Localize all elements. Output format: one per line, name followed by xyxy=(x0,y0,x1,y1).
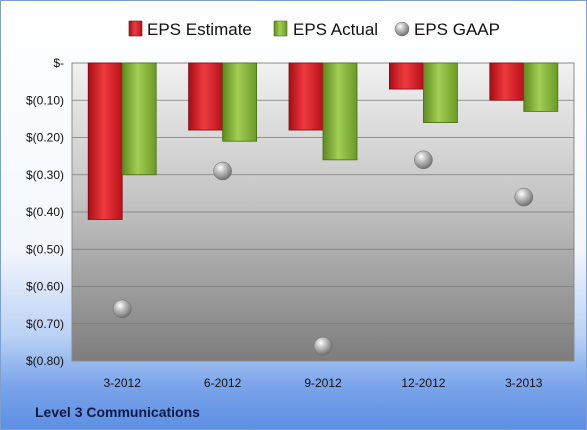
eps-gaap-point xyxy=(313,336,333,356)
eps-actual-bar xyxy=(422,62,458,123)
gaap-points xyxy=(112,150,534,356)
eps-actual-bar xyxy=(121,62,157,176)
legend-label: EPS Estimate xyxy=(147,20,252,39)
eps-actual-bar xyxy=(222,62,258,142)
x-tick-label: 6-2012 xyxy=(204,376,242,390)
eps-estimate-bar xyxy=(87,62,123,220)
y-tick-label: $(0.20) xyxy=(26,131,64,145)
eps-estimate-bar xyxy=(288,62,324,131)
eps-estimate-bar xyxy=(388,62,424,90)
y-tick-label: $- xyxy=(53,56,64,70)
x-tick-label: 12-2012 xyxy=(401,376,445,390)
eps-actual-bar xyxy=(322,62,358,161)
company-label: Level 3 Communications xyxy=(35,404,200,420)
eps-estimate-bar xyxy=(188,62,224,131)
eps-gaap-point xyxy=(213,161,232,181)
legend-swatch-eps-estimate xyxy=(128,20,143,37)
legend-label: EPS Actual xyxy=(293,20,378,39)
legend-swatch-eps-actual xyxy=(273,20,288,37)
eps-gaap-point xyxy=(514,187,534,207)
eps-estimate-bar xyxy=(489,62,525,101)
x-tick-label: 3-2012 xyxy=(104,376,142,390)
y-tick-label: $(0.50) xyxy=(26,242,64,256)
legend: EPS Estimate EPS Actual EPS GAAP xyxy=(128,20,500,39)
y-tick-label: $(0.60) xyxy=(26,280,64,294)
eps-gaap-point xyxy=(112,299,132,319)
x-tick-label: 3-2013 xyxy=(505,376,543,390)
legend-label: EPS GAAP xyxy=(414,20,500,39)
eps-actual-bar xyxy=(523,62,559,112)
y-tick-label: $(0.40) xyxy=(26,205,64,219)
y-axis-tick-labels: $- $(0.10) $(0.20) $(0.30) $(0.40) $(0.50) $(0… xyxy=(26,56,64,368)
x-tick-label: 9-2012 xyxy=(304,376,342,390)
legend-marker-eps-gaap xyxy=(394,21,410,37)
x-axis-tick-labels: 3-2012 6-2012 9-2012 12-2012 3-2013 xyxy=(104,376,543,390)
y-tick-label: $(0.70) xyxy=(26,317,64,331)
y-tick-label: $(0.80) xyxy=(26,354,64,368)
eps-gaap-point xyxy=(414,150,433,170)
y-tick-label: $(0.10) xyxy=(26,93,64,107)
bars xyxy=(87,62,559,220)
y-tick-label: $(0.30) xyxy=(26,168,64,182)
